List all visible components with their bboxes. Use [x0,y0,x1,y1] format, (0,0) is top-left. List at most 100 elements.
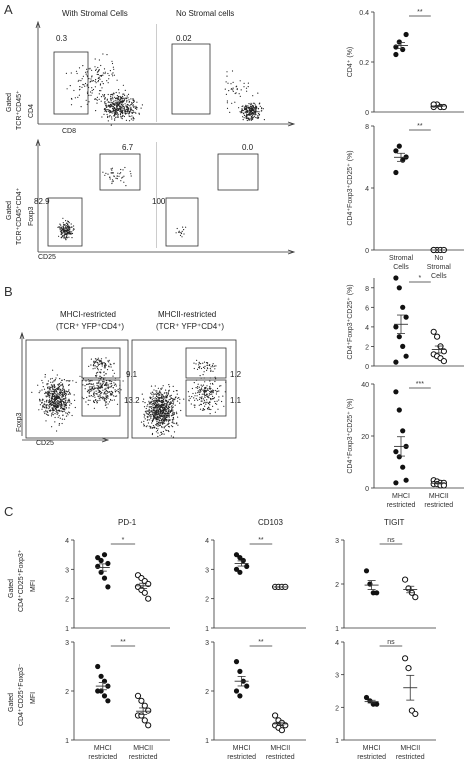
gate-value: 0.3 [56,34,68,43]
flow-event [168,404,170,406]
flow-event [203,399,205,401]
flow-event [151,432,154,435]
flow-event [89,382,91,384]
flow-event [129,115,131,118]
flow-event [113,399,115,401]
y-tick-label: 3 [205,640,209,647]
flow-event [67,393,70,395]
flow-event [65,226,67,228]
scatter-chart: 123 ns [335,537,436,633]
flow-event [123,115,125,118]
flow-event [120,105,122,107]
flow-event [150,411,152,413]
flow-event [108,116,110,118]
flow-event [101,87,103,89]
flow-event [152,418,154,420]
flow-event [155,402,157,404]
flow-event [52,411,54,413]
flow-event [245,112,247,114]
flow-event [236,88,238,91]
flow-event [155,390,157,392]
flow-event [172,422,174,424]
flow-event [148,400,150,402]
flow-event [161,426,163,429]
flow-event [91,383,93,385]
flow-event [65,236,67,238]
flow-event [44,407,46,409]
data-point [138,697,145,704]
y-tick-label: 2 [205,689,209,696]
flow-event [61,397,63,399]
flow-event [90,390,92,392]
flow-event [124,112,126,114]
flow-x-label: CD25 [36,440,54,447]
data-point [233,688,240,694]
flow-event [252,118,254,120]
flow-event [210,369,212,371]
flow-event [48,391,50,394]
flow-event [66,232,68,234]
flow-event [64,227,66,229]
flow-event [112,110,114,112]
flow-event [96,393,98,395]
data-point [374,701,380,707]
flow-event [131,111,133,113]
flow-event [65,399,67,401]
flow-event [47,394,49,396]
flow-event [250,119,252,121]
flow-event [70,232,72,234]
flow-event [202,389,204,391]
flow-event [245,108,247,110]
gate-label: TCR⁺CD45⁺CD4⁺ [16,187,23,245]
flow-event [152,391,154,393]
flow-event [97,386,99,388]
data-point [400,304,406,310]
flow-event [257,114,259,117]
flow-event [58,392,61,394]
flow-event [124,89,126,91]
flow-event [203,392,205,394]
flow-event [202,408,204,410]
flow-event [107,360,109,362]
flow-event [161,423,163,425]
y-tick-label: 3 [335,538,339,545]
flow-event [107,105,109,107]
flow-event [104,367,106,369]
flow-event [54,416,56,419]
flow-event [107,109,109,111]
flow-event [107,383,109,385]
flow-event [41,408,43,410]
y-tick-label: 3 [335,673,339,680]
flow-event [47,395,49,397]
flow-event [106,98,108,100]
y-tick-label: 8 [365,286,369,293]
flow-event [111,104,113,106]
flow-event [163,405,165,407]
flow-event [86,85,88,87]
flow-event [62,222,64,224]
flow-event [104,384,106,386]
data-point [434,333,441,340]
flow-event [111,110,113,112]
flow-event [59,398,61,400]
flow-event [143,416,145,418]
flow-event [224,88,226,90]
flow-event [106,80,108,82]
gate-value: 0.0 [242,143,254,152]
flow-event [191,387,193,390]
flow-event [241,110,243,112]
flow-event [94,58,96,60]
flow-event [121,98,124,100]
flow-event [148,425,150,427]
flow-event [81,78,83,80]
flow-event [60,384,62,387]
y-tick-label: 3 [65,640,69,647]
flow-event [160,391,162,393]
flow-event [136,108,138,110]
flow-event [88,101,90,103]
flow-event [54,391,56,394]
flow-event [132,119,134,121]
flow-event [51,412,53,414]
flow-event [102,381,104,383]
